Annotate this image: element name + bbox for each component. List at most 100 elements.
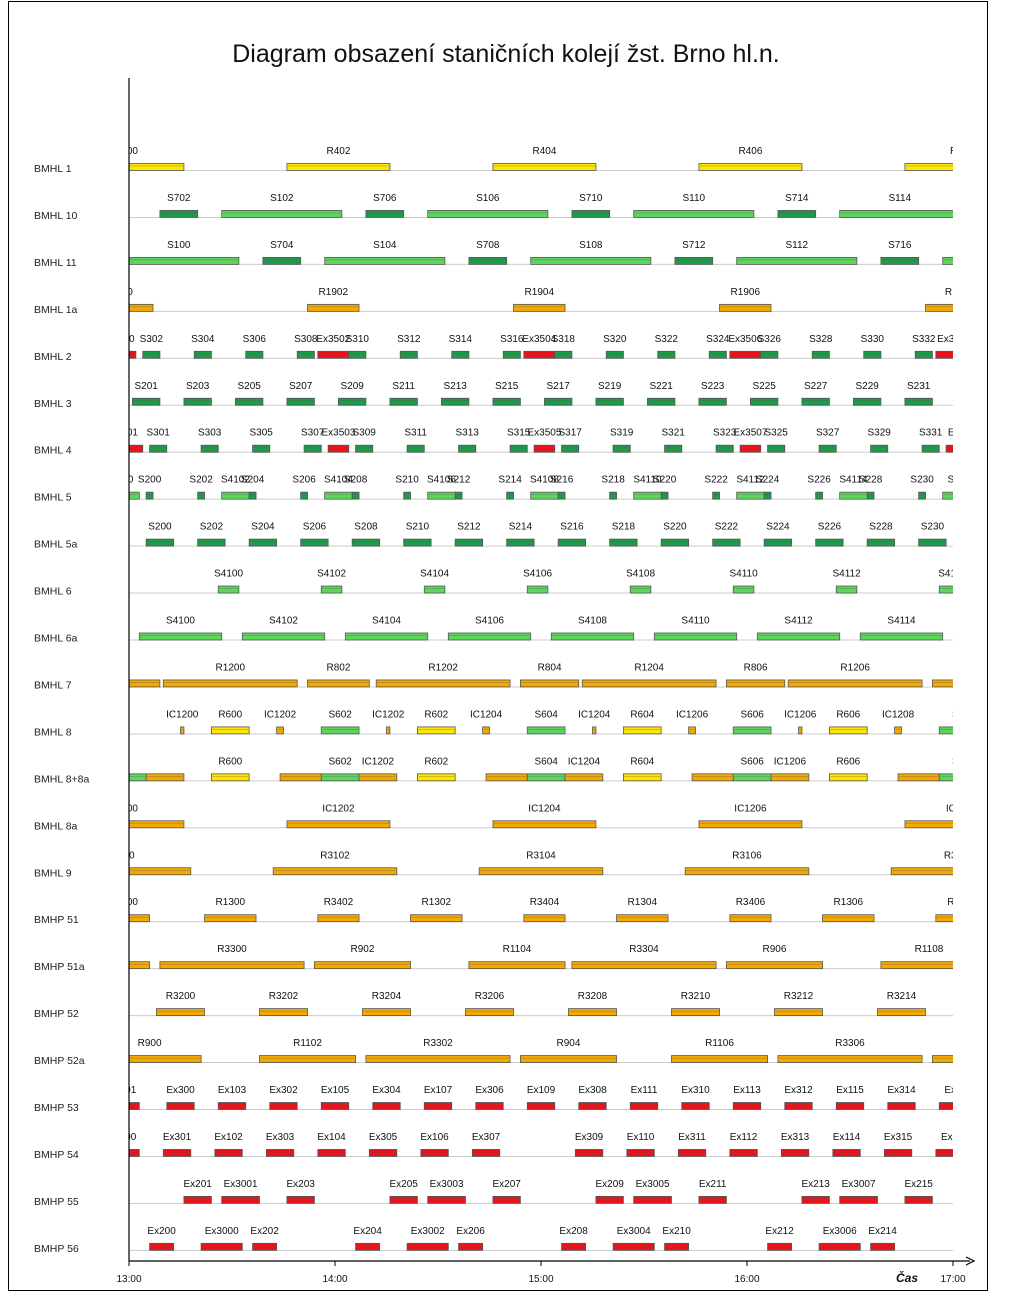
occupancy-bar (859, 632, 944, 641)
occupancy-bar (166, 1102, 195, 1110)
occupancy-block: S4104 (420, 569, 449, 594)
train-label: 00 (127, 803, 139, 814)
occupancy-block: S200 (145, 522, 175, 547)
occupancy-bar (774, 1008, 823, 1016)
occupancy-block: S215 (492, 381, 521, 406)
occupancy-bar (492, 163, 597, 171)
x-tick-label: 17:00 (940, 1274, 965, 1285)
occupancy-block: Ex209 (595, 1179, 624, 1204)
occupancy-block: Ex312 (784, 1085, 813, 1110)
train-label: S604 (534, 756, 558, 767)
train-label: R900 (138, 1038, 162, 1049)
occupancy-block: S206 (292, 475, 316, 500)
occupancy-bar (214, 1149, 243, 1157)
occupancy-bar (502, 350, 521, 359)
occupancy-bar (732, 585, 755, 594)
occupancy-block: R3402 (317, 897, 360, 923)
train-label: Ex312 (784, 1085, 813, 1096)
train-label: Ex115 (836, 1085, 864, 1096)
occupancy-bar (853, 397, 882, 406)
occupancy-block: S316 (500, 334, 524, 359)
occupancy-bar (427, 491, 456, 500)
train-label: S712 (682, 240, 706, 251)
occupancy-bar (210, 726, 250, 735)
occupancy-block: S331 (919, 428, 943, 453)
train-label: R31 (944, 850, 963, 861)
train-label: Ex1 (941, 1132, 959, 1143)
occupancy-block: R1904 (513, 287, 566, 312)
occupancy-bar (252, 1242, 278, 1251)
train-label: R1206 (840, 662, 870, 673)
occupancy-block: Ex208 (559, 1226, 588, 1251)
occupancy-block: Ex103 (218, 1085, 247, 1110)
train-label: S204 (251, 522, 275, 533)
occupancy-bar (880, 961, 953, 970)
occupancy-bar (938, 726, 953, 735)
train-label: S602 (328, 756, 352, 767)
occupancy-block: S106 (427, 193, 549, 218)
occupancy-bar (492, 1196, 521, 1204)
occupancy-bar (365, 1055, 511, 1063)
occupancy-bar (423, 585, 446, 594)
occupancy-bar (423, 1102, 453, 1110)
train-label: S230 (910, 475, 934, 486)
occupancy-bar (506, 491, 514, 500)
occupancy-bar (492, 820, 597, 829)
train-label: S222 (715, 522, 739, 533)
occupancy-bar (159, 961, 305, 970)
occupancy-bar (465, 1008, 514, 1016)
train-label: S6 (952, 709, 965, 720)
occupancy-bar (633, 210, 755, 218)
occupancy-block: S218 (601, 475, 625, 500)
occupancy-bar (715, 444, 734, 453)
occupancy-block: S602 (320, 709, 360, 735)
occupancy-bar (149, 444, 168, 453)
occupancy-block: S226 (815, 522, 844, 547)
occupancy-bar (320, 585, 343, 594)
occupancy-block: R3302 (365, 1038, 511, 1063)
occupancy-block (691, 773, 734, 782)
occupancy-bar (839, 491, 868, 500)
occupancy-block: S4112 (756, 616, 841, 641)
occupancy-block: IC1204 (578, 709, 611, 735)
occupancy-block: S4106 (523, 569, 552, 594)
occupancy-block: S330 (861, 334, 884, 359)
train-label: S302 (140, 334, 164, 345)
train-label: R3102 (320, 850, 350, 861)
occupancy-bar (684, 867, 810, 876)
occupancy-block: R606 (829, 709, 868, 735)
train-label: S218 (612, 522, 636, 533)
train-label: S4114 (839, 475, 868, 486)
train-label: S203 (186, 381, 210, 392)
occupancy-bar (344, 632, 429, 641)
occupancy-block: S220 (660, 522, 690, 547)
occupancy-block: IC1208 (882, 709, 915, 735)
occupancy-bar (355, 1242, 381, 1251)
occupancy-block: S216 (550, 475, 574, 500)
train-label: R1902 (319, 287, 349, 298)
occupancy-bar (664, 444, 683, 453)
occupancy-bar (863, 350, 882, 359)
occupancy-block: Ex210 (662, 1226, 691, 1251)
occupancy-bar (729, 1149, 758, 1157)
occupancy-bar (605, 350, 624, 359)
occupancy-bar (324, 491, 353, 500)
train-label: S4110 (729, 569, 758, 580)
train-label: 00 (117, 709, 129, 720)
occupancy-bar (358, 773, 398, 782)
occupancy-block: S223 (698, 381, 727, 406)
occupancy-block: R804 (520, 662, 580, 688)
occupancy-block: S323 (713, 428, 737, 453)
train-label: Ex3504 (522, 334, 556, 345)
occupancy-bar (129, 679, 161, 688)
occupancy-bar (616, 914, 669, 923)
occupancy-block: S219 (595, 381, 624, 406)
train-label: R1204 (634, 662, 664, 673)
occupancy-bar (138, 632, 223, 641)
train-label: S206 (292, 475, 316, 486)
occupancy-bar (839, 210, 953, 218)
occupancy-block: S327 (816, 428, 840, 453)
train-label: S110 (682, 193, 705, 204)
tracks-layer: 00 R402 R404 R406 R4 S702 S102 S706 S106 S710 S110… (34, 146, 965, 1255)
train-label: S4104 (420, 569, 449, 580)
